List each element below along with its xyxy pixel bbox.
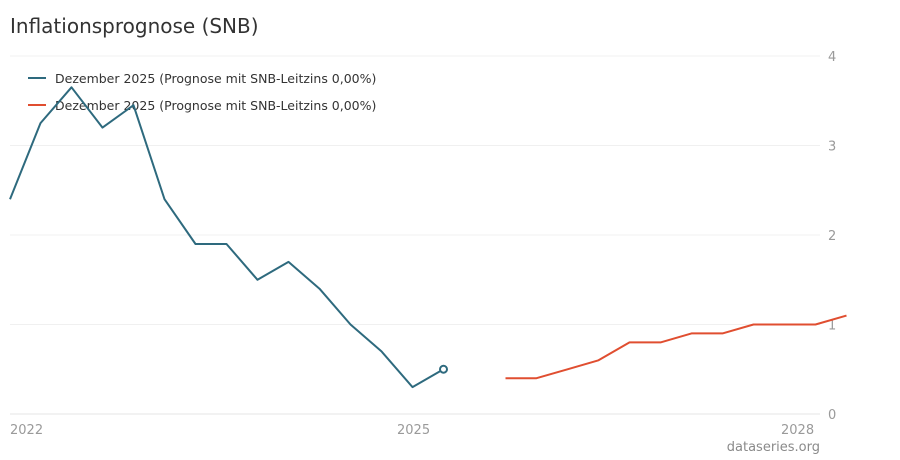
y-tick-label-1: 1	[828, 319, 836, 334]
y-tick-label-2: 2	[828, 229, 836, 244]
series-line-2	[505, 314, 847, 380]
x-tick-label-2028: 2028	[781, 423, 814, 438]
chart-title: Inflationsprognose (SNB)	[10, 14, 259, 38]
series-line-1	[9, 86, 444, 389]
x-tick-label-2025: 2025	[397, 423, 430, 438]
legend-item-1[interactable]: Dezember 2025 (Prognose mit SNB-Leitzins…	[28, 70, 377, 86]
legend-swatch-1	[28, 77, 46, 79]
y-tick-label-4: 4	[828, 50, 836, 65]
legend-swatch-2	[28, 104, 46, 106]
x-tick-label-2022: 2022	[10, 423, 43, 438]
y-tick-label-0: 0	[828, 408, 836, 423]
series-1-last-point	[439, 364, 448, 374]
y-tick-label-3: 3	[828, 140, 836, 155]
source-credit: dataseries.org	[726, 440, 820, 455]
legend-label-1: Dezember 2025 (Prognose mit SNB-Leitzins…	[55, 70, 377, 86]
